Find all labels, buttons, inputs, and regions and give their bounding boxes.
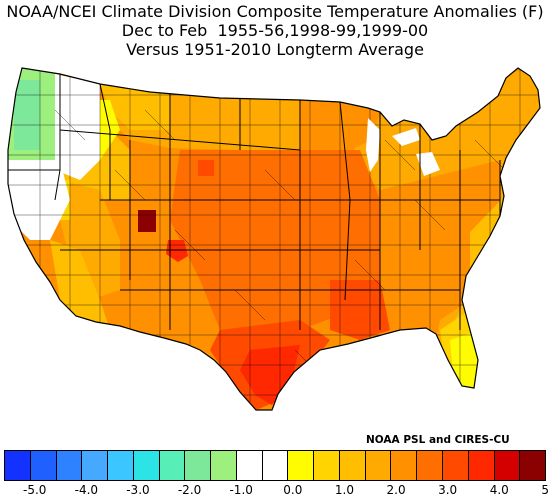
color-scale-cell — [56, 451, 83, 480]
color-scale-tick-label: 2.0 — [386, 483, 406, 497]
color-scale-tick-label: -1.0 — [229, 483, 253, 497]
color-scale-cell — [133, 451, 160, 480]
color-scale-cell — [365, 451, 392, 480]
color-scale-tick-label: 0.0 — [283, 483, 303, 497]
color-scale-cell — [236, 451, 263, 480]
color-scale-cell — [185, 451, 212, 480]
color-scale-cell — [262, 451, 289, 480]
color-scale-cell — [108, 451, 134, 480]
color-scale-tick-label: -2.0 — [177, 483, 202, 497]
color-scale-tick-label: -5.0 — [22, 483, 47, 497]
color-scale-cell — [417, 451, 444, 480]
color-scale-cell — [30, 451, 57, 480]
color-scale-cell — [339, 451, 366, 480]
color-scale-tick-label: 5.0 — [541, 483, 550, 497]
color-scale-tick-label: 1.0 — [334, 483, 354, 497]
title-line-2: Dec to Feb 1955-56,1998-99,1999-00 — [121, 21, 429, 40]
color-scale-ticks: -5.0 -4.0 -3.0 -2.0 -1.0 0.0 1.0 2.0 3.0 4.0 5.0 — [4, 483, 550, 497]
color-scale-cell — [443, 451, 469, 480]
color-scale-cell — [159, 451, 186, 480]
title-line-3: Versus 1951-2010 Longterm Average — [126, 40, 424, 59]
color-scale-bar — [4, 450, 546, 481]
color-scale-cell — [314, 451, 340, 480]
us-anomaly-map — [7, 67, 541, 411]
color-scale-cell — [288, 451, 315, 480]
color-scale-cell — [82, 451, 109, 480]
color-scale-tick-label: -4.0 — [74, 483, 99, 497]
color-scale-tick-label: -3.0 — [126, 483, 150, 497]
color-scale-tick-label: 3.0 — [438, 483, 458, 497]
color-scale-cell — [468, 451, 495, 480]
color-scale-cell — [391, 451, 418, 480]
color-scale-cell — [494, 451, 521, 480]
color-scale-cell — [211, 451, 237, 480]
color-scale-cell — [5, 451, 31, 480]
color-scale-tick-label: 4.0 — [489, 483, 509, 497]
color-scale-cell — [520, 451, 546, 480]
map-title: NOAA/NCEI Climate Division Composite Tem… — [0, 2, 550, 59]
title-line-1: NOAA/NCEI Climate Division Composite Tem… — [6, 2, 544, 21]
data-credit: NOAA PSL and CIRES-CU — [366, 434, 510, 446]
